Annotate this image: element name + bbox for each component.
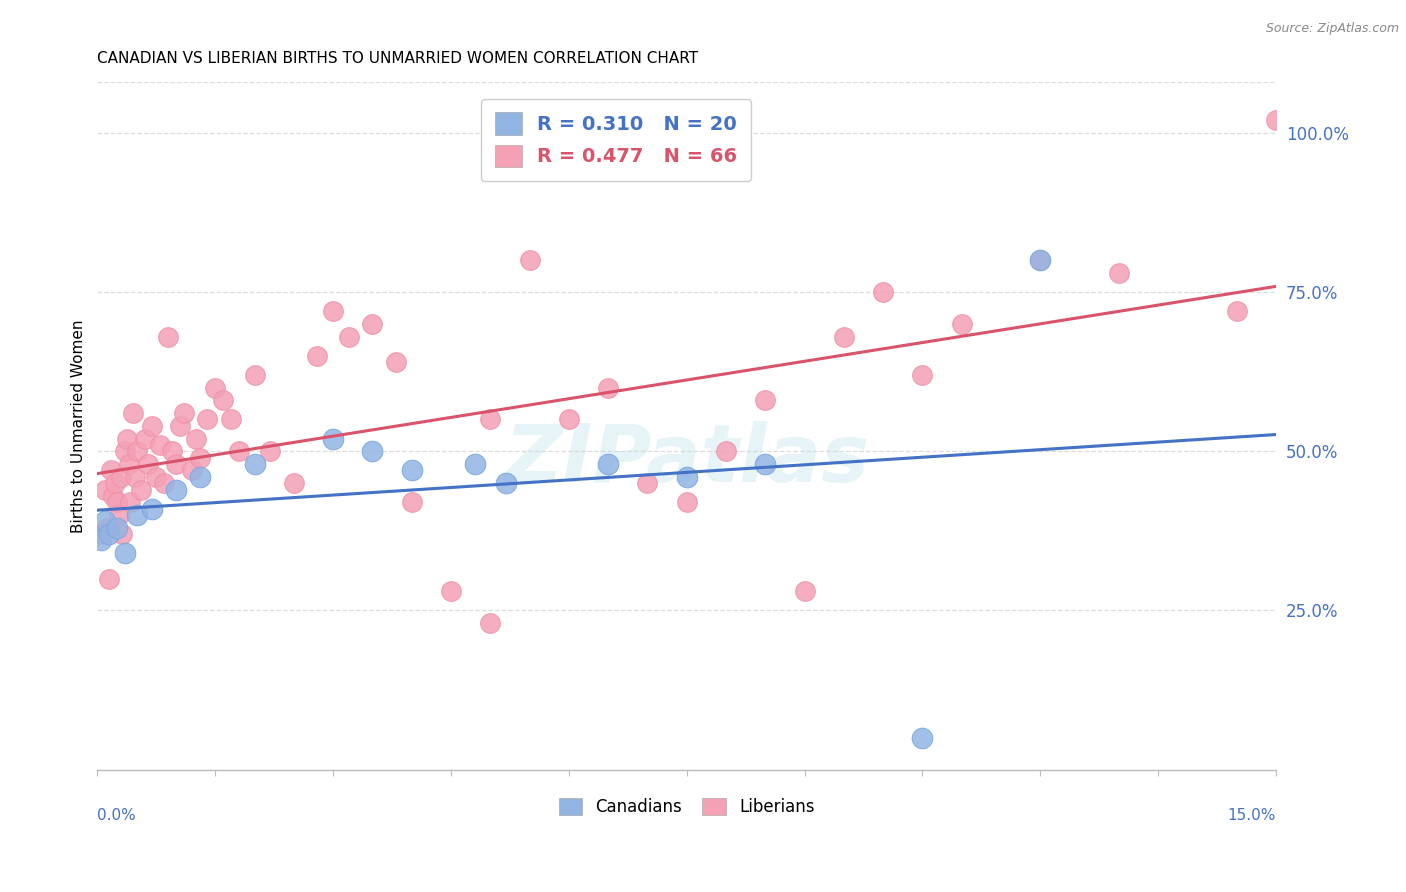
Point — [104, 476, 127, 491]
Point — [479, 412, 502, 426]
Point — [361, 317, 384, 331]
Point — [100, 463, 122, 477]
Point — [307, 349, 329, 363]
Point — [114, 444, 136, 458]
Point — [228, 444, 250, 458]
Point — [519, 253, 541, 268]
Point — [110, 470, 132, 484]
Point — [96, 521, 118, 535]
Point — [129, 483, 152, 497]
Text: 0.0%: 0.0% — [97, 808, 136, 823]
Point — [120, 495, 142, 509]
Point — [153, 476, 176, 491]
Point — [125, 444, 148, 458]
Point — [361, 444, 384, 458]
Point — [115, 432, 138, 446]
Point — [118, 457, 141, 471]
Point — [212, 393, 235, 408]
Point — [180, 463, 202, 477]
Point — [101, 489, 124, 503]
Point — [145, 470, 167, 484]
Point — [243, 457, 266, 471]
Point — [754, 457, 776, 471]
Text: CANADIAN VS LIBERIAN BIRTHS TO UNMARRIED WOMEN CORRELATION CHART: CANADIAN VS LIBERIAN BIRTHS TO UNMARRIED… — [97, 51, 699, 66]
Point — [219, 412, 242, 426]
Point — [754, 393, 776, 408]
Point — [195, 412, 218, 426]
Point — [1265, 113, 1288, 128]
Point — [1029, 253, 1052, 268]
Point — [950, 317, 973, 331]
Text: ZIPatlas: ZIPatlas — [505, 421, 869, 500]
Point — [714, 444, 737, 458]
Point — [872, 285, 894, 300]
Point — [495, 476, 517, 491]
Legend: Canadians, Liberians: Canadians, Liberians — [553, 791, 821, 823]
Point — [283, 476, 305, 491]
Point — [385, 355, 408, 369]
Point — [440, 584, 463, 599]
Point — [322, 432, 344, 446]
Point — [125, 508, 148, 522]
Point — [464, 457, 486, 471]
Point — [636, 476, 658, 491]
Point — [1226, 304, 1249, 318]
Point — [111, 527, 134, 541]
Point — [134, 432, 156, 446]
Point — [165, 457, 187, 471]
Text: 15.0%: 15.0% — [1227, 808, 1277, 823]
Point — [204, 381, 226, 395]
Point — [793, 584, 815, 599]
Point — [675, 495, 697, 509]
Point — [1108, 266, 1130, 280]
Point — [121, 406, 143, 420]
Point — [157, 330, 180, 344]
Point — [114, 546, 136, 560]
Point — [911, 368, 934, 382]
Point — [105, 521, 128, 535]
Point — [337, 330, 360, 344]
Point — [98, 527, 121, 541]
Point — [401, 463, 423, 477]
Point — [675, 470, 697, 484]
Y-axis label: Births to Unmarried Women: Births to Unmarried Women — [72, 319, 86, 533]
Point — [141, 418, 163, 433]
Point — [259, 444, 281, 458]
Point — [401, 495, 423, 509]
Point — [188, 470, 211, 484]
Point — [184, 432, 207, 446]
Point — [141, 501, 163, 516]
Point — [173, 406, 195, 420]
Point — [124, 470, 146, 484]
Point — [322, 304, 344, 318]
Point — [598, 381, 620, 395]
Point — [149, 438, 172, 452]
Point — [90, 527, 112, 541]
Point — [598, 457, 620, 471]
Point — [1029, 253, 1052, 268]
Point — [558, 412, 581, 426]
Point — [98, 572, 121, 586]
Point — [90, 533, 112, 548]
Point — [105, 495, 128, 509]
Text: Source: ZipAtlas.com: Source: ZipAtlas.com — [1265, 22, 1399, 36]
Point — [160, 444, 183, 458]
Point — [108, 508, 131, 522]
Point — [94, 514, 117, 528]
Point — [911, 731, 934, 745]
Point — [138, 457, 160, 471]
Point — [243, 368, 266, 382]
Point — [169, 418, 191, 433]
Point — [94, 483, 117, 497]
Point — [479, 616, 502, 631]
Point — [832, 330, 855, 344]
Point — [188, 450, 211, 465]
Point — [165, 483, 187, 497]
